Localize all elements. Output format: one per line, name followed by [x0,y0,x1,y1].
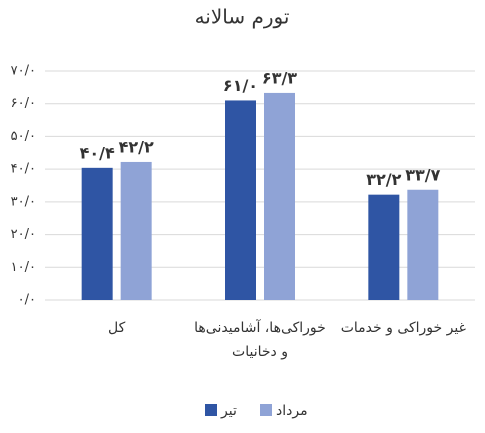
x-tick-label: غیر خوراکی و خدمات [340,320,466,336]
data-label: ۳۳/۷ [405,165,440,184]
y-tick-label: ۶۰/۰ [11,96,36,111]
data-label: ۳۲/۲ [366,170,401,189]
y-tick-label: ۰/۰ [18,293,36,308]
legend-label: تیر [220,403,237,419]
legend-label: مرداد [276,403,308,419]
x-tick-label: خوراکی‌ها، آشامیدنی‌ها و دخانیات [194,320,326,360]
data-label: ۶۱/۰ [223,76,258,95]
y-tick-label: ۵۰/۰ [11,129,36,144]
legend-swatch [260,404,272,416]
bar [407,189,439,300]
bar [264,92,295,300]
y-tick-label: ۳۰/۰ [11,194,36,209]
data-label: ۴۲/۲ [119,137,154,156]
chart-title: تورم سالانه [195,5,290,29]
data-label: ۴۰/۴ [80,143,115,162]
bar [368,194,400,300]
legend-swatch [205,404,217,416]
x-tick-label: کل [108,320,126,336]
bar [81,167,113,300]
y-tick-label: ۴۰/۰ [11,162,36,177]
y-tick-label: ۷۰/۰ [11,64,36,79]
y-tick-label: ۱۰/۰ [11,260,36,275]
bar [120,161,152,300]
y-tick-label: ۲۰/۰ [11,227,36,242]
bar [225,100,256,300]
data-label: ۶۳/۳ [262,68,297,87]
